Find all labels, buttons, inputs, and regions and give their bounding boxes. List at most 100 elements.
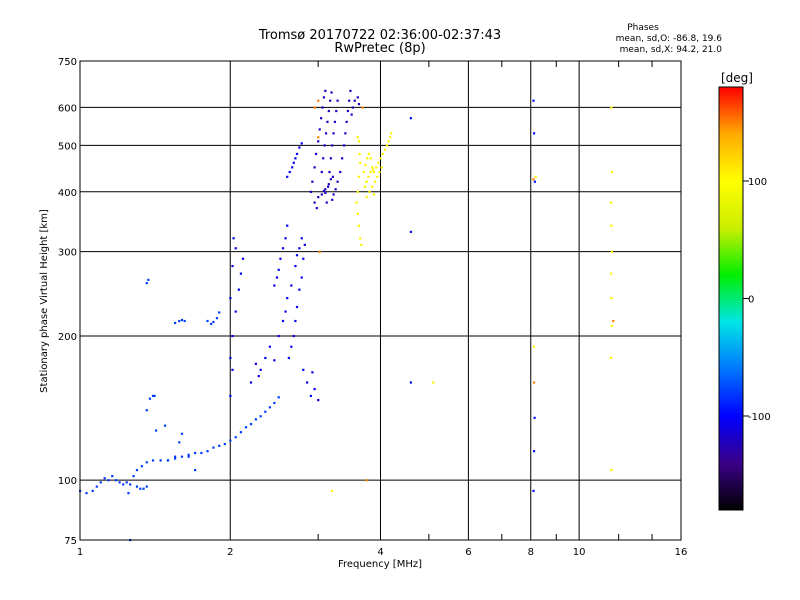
data-point — [534, 175, 537, 178]
x-tick-label: 1 — [77, 547, 83, 558]
data-point — [294, 157, 297, 160]
data-point — [324, 188, 327, 191]
data-point — [107, 479, 110, 482]
data-point — [322, 189, 326, 192]
data-point — [249, 422, 253, 426]
data-point — [610, 324, 613, 328]
data-point — [336, 180, 339, 183]
data-point — [366, 157, 369, 160]
data-point — [300, 142, 303, 145]
data-point — [532, 345, 536, 348]
data-point — [145, 485, 148, 488]
data-point — [356, 136, 359, 139]
data-point — [229, 356, 232, 360]
data-point — [166, 459, 170, 462]
data-point — [378, 170, 381, 174]
data-point — [151, 394, 155, 398]
data-point — [273, 401, 276, 405]
grid-lines — [80, 61, 681, 540]
data-point — [302, 257, 305, 260]
data-point — [383, 148, 386, 151]
data-point — [200, 451, 203, 455]
colorbar-tick-label: 0 — [748, 295, 754, 306]
data-point — [365, 196, 368, 199]
data-point — [218, 444, 221, 447]
data-point — [306, 381, 309, 384]
x-tick-label: 6 — [465, 547, 471, 558]
data-point — [237, 288, 240, 291]
data-point — [180, 455, 184, 458]
data-point — [231, 334, 234, 338]
data-point — [212, 320, 215, 324]
phase-stats-header: Phases — [627, 23, 659, 33]
data-point — [231, 264, 234, 268]
x-tick-label: 16 — [675, 547, 688, 558]
data-point — [326, 120, 329, 123]
data-point — [332, 193, 335, 196]
data-point — [369, 170, 372, 174]
data-point — [320, 193, 323, 196]
data-point — [377, 161, 380, 164]
data-point — [325, 201, 328, 204]
data-point — [363, 185, 366, 188]
y-tick-label: 500 — [58, 141, 77, 152]
data-point — [341, 157, 344, 160]
data-point — [259, 368, 262, 371]
data-point — [180, 318, 184, 322]
data-point — [329, 157, 332, 160]
data-point — [365, 180, 368, 183]
data-point — [327, 183, 330, 186]
data-point — [318, 250, 321, 253]
data-point — [369, 157, 372, 160]
data-point — [329, 99, 332, 102]
data-point — [178, 319, 181, 323]
data-point — [533, 416, 536, 419]
data-point — [298, 146, 301, 149]
data-point — [281, 247, 285, 250]
data-point — [183, 319, 186, 323]
data-point — [145, 281, 148, 285]
data-point — [317, 399, 320, 402]
data-point — [320, 117, 323, 120]
data-point — [328, 170, 331, 174]
data-point — [533, 180, 536, 183]
data-point — [324, 191, 327, 195]
data-point — [135, 485, 139, 488]
y-tick-label: 400 — [58, 188, 77, 199]
data-point — [532, 381, 536, 384]
x-tick-label: 2 — [227, 547, 233, 558]
data-point — [353, 99, 356, 102]
data-point — [95, 485, 98, 488]
data-point — [284, 310, 287, 313]
data-point — [244, 426, 248, 429]
data-point — [331, 144, 334, 147]
data-point — [239, 431, 243, 434]
colorbar-ticks: 100 0 -100 — [743, 177, 771, 423]
data-point — [286, 175, 289, 178]
data-point — [114, 479, 118, 482]
data-point — [232, 237, 235, 240]
data-point — [206, 319, 209, 323]
data-point — [178, 441, 181, 444]
data-point — [298, 288, 301, 291]
data-point — [331, 175, 335, 178]
data-point — [234, 436, 237, 439]
data-point — [362, 170, 365, 174]
data-point — [609, 272, 613, 275]
y-tick-label: 600 — [58, 103, 77, 114]
data-point — [239, 272, 243, 275]
data-point — [173, 455, 177, 458]
data-point — [333, 120, 337, 123]
data-point — [348, 99, 351, 102]
data-point — [315, 206, 318, 210]
data-point — [532, 178, 535, 181]
data-point — [275, 276, 279, 279]
data-point — [277, 396, 280, 399]
data-point — [194, 469, 197, 472]
data-point — [229, 439, 232, 442]
data-point — [331, 198, 334, 201]
data-point — [254, 418, 257, 421]
data-point — [359, 161, 362, 164]
data-point — [277, 268, 280, 271]
